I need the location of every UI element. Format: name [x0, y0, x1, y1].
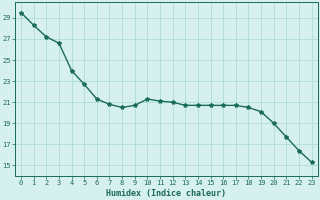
X-axis label: Humidex (Indice chaleur): Humidex (Indice chaleur)	[106, 189, 226, 198]
